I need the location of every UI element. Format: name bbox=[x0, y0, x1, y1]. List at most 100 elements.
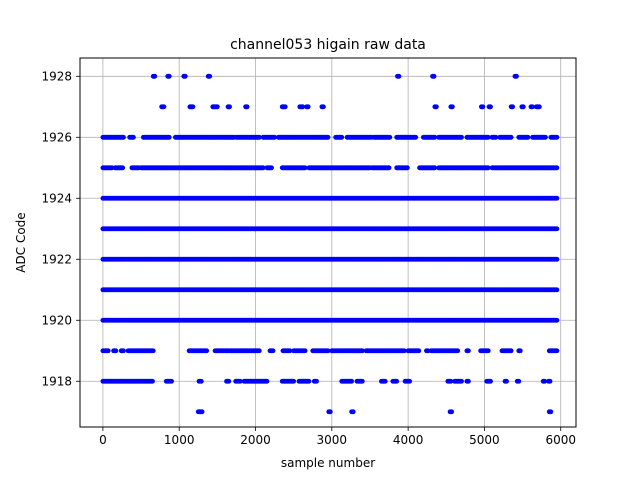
data-point bbox=[306, 378, 312, 384]
y-tick-label: 1922 bbox=[41, 252, 72, 266]
data-point bbox=[190, 104, 196, 110]
data-point bbox=[554, 348, 560, 354]
data-point bbox=[325, 348, 331, 354]
data-point bbox=[105, 348, 111, 354]
data-point bbox=[300, 104, 306, 110]
data-point bbox=[349, 378, 355, 384]
data-point bbox=[413, 134, 419, 140]
data-point bbox=[449, 104, 455, 110]
x-tick-label: 1000 bbox=[164, 433, 195, 447]
data-point bbox=[448, 378, 454, 384]
data-point bbox=[459, 378, 464, 384]
data-point bbox=[431, 73, 437, 79]
data-point bbox=[264, 378, 270, 384]
data-point bbox=[508, 348, 514, 354]
data-point bbox=[504, 378, 509, 384]
data-point bbox=[314, 378, 319, 384]
data-point bbox=[270, 348, 276, 354]
x-tick-label: 6000 bbox=[545, 433, 576, 447]
data-point bbox=[350, 409, 356, 415]
y-tick-label: 1918 bbox=[41, 374, 72, 388]
data-point bbox=[416, 348, 422, 354]
data-point bbox=[269, 165, 274, 171]
data-point bbox=[433, 104, 439, 110]
data-point bbox=[485, 348, 491, 354]
data-point bbox=[516, 378, 522, 384]
x-tick-label: 2000 bbox=[240, 433, 271, 447]
data-point bbox=[150, 348, 156, 354]
data-point bbox=[394, 378, 400, 384]
data-point bbox=[359, 378, 365, 384]
data-point bbox=[542, 378, 548, 384]
data-point bbox=[525, 134, 531, 140]
data-point bbox=[485, 165, 491, 171]
x-tick-label: 4000 bbox=[393, 433, 424, 447]
data-point bbox=[182, 73, 188, 79]
data-point bbox=[256, 348, 262, 354]
data-point bbox=[548, 409, 554, 415]
data-point bbox=[121, 348, 126, 354]
data-point bbox=[480, 104, 486, 110]
data-point bbox=[150, 378, 155, 384]
data-point bbox=[466, 378, 471, 384]
data-point bbox=[514, 73, 519, 79]
data-point bbox=[237, 378, 243, 384]
data-point bbox=[510, 104, 516, 110]
data-point bbox=[520, 104, 526, 110]
data-point bbox=[272, 134, 277, 140]
data-point bbox=[214, 104, 220, 110]
x-tick-label: 3000 bbox=[317, 433, 348, 447]
y-tick-label: 1924 bbox=[41, 191, 72, 205]
data-point bbox=[386, 165, 392, 171]
data-point bbox=[199, 409, 205, 415]
data-point bbox=[543, 134, 548, 140]
data-point bbox=[488, 104, 493, 110]
data-point bbox=[554, 256, 560, 262]
data-point bbox=[485, 134, 491, 140]
data-point bbox=[227, 104, 232, 110]
data-point bbox=[260, 165, 266, 171]
y-tick-label: 1920 bbox=[41, 313, 72, 327]
data-point bbox=[244, 104, 250, 110]
data-point bbox=[432, 165, 438, 171]
data-point bbox=[359, 348, 365, 354]
x-axis-label: sample number bbox=[281, 456, 375, 470]
data-point bbox=[382, 378, 388, 384]
data-point bbox=[387, 134, 393, 140]
data-point bbox=[536, 104, 542, 110]
data-point bbox=[198, 378, 204, 384]
data-point bbox=[113, 348, 119, 354]
data-point bbox=[325, 134, 331, 140]
data-point bbox=[166, 134, 172, 140]
data-point bbox=[121, 134, 126, 140]
y-tick-label: 1928 bbox=[41, 69, 72, 83]
data-point bbox=[554, 195, 560, 201]
data-point bbox=[131, 134, 136, 140]
data-point bbox=[554, 226, 560, 232]
data-point bbox=[166, 73, 172, 79]
data-point bbox=[554, 165, 560, 171]
plot-frame bbox=[79, 57, 577, 428]
data-point bbox=[455, 348, 461, 354]
data-point bbox=[401, 348, 407, 354]
data-point bbox=[449, 409, 455, 415]
chart-title: channel053 higain raw data bbox=[230, 37, 426, 53]
data-point bbox=[321, 104, 326, 110]
data-point bbox=[488, 378, 493, 384]
data-point bbox=[327, 409, 333, 415]
data-point bbox=[152, 73, 158, 79]
data-point bbox=[291, 378, 297, 384]
x-tick-label: 5000 bbox=[469, 433, 500, 447]
data-point bbox=[287, 348, 293, 354]
data-point bbox=[407, 378, 413, 384]
data-point bbox=[120, 165, 126, 171]
data-point bbox=[404, 165, 410, 171]
y-tick-label: 1926 bbox=[41, 130, 72, 144]
data-point bbox=[302, 348, 308, 354]
data-point bbox=[226, 378, 232, 384]
data-point bbox=[466, 348, 471, 354]
x-tick-label: 0 bbox=[99, 433, 107, 447]
data-point bbox=[554, 317, 560, 323]
